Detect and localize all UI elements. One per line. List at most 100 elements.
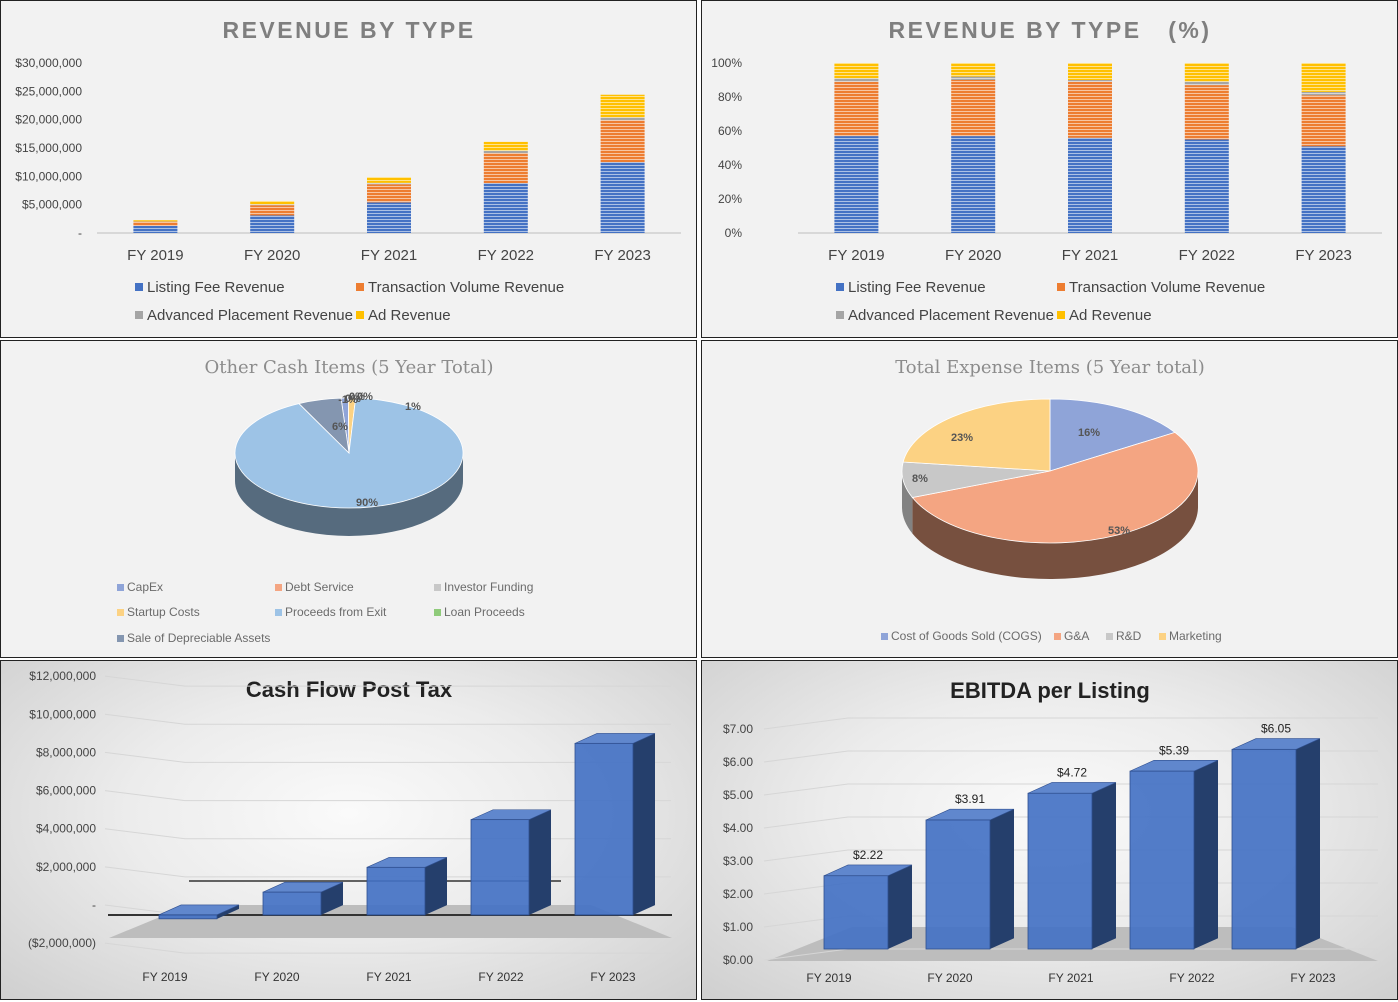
- x-tick-label: FY 2020: [927, 971, 972, 985]
- bar-segment: [600, 94, 645, 118]
- bar-front: [1231, 748, 1297, 950]
- gridline: [104, 713, 671, 725]
- bar-front: [1027, 792, 1093, 950]
- legend-swatch: [356, 311, 364, 319]
- bar-side: [1092, 782, 1116, 949]
- ebitda-per-listing-chart: EBITDA per Listing $0.00 $1.00 $2.00 $3.00 $…: [701, 660, 1398, 1000]
- bar-side: [321, 882, 343, 915]
- y-tick-label: $10,000,000: [29, 707, 96, 721]
- bar-front: [1129, 770, 1195, 950]
- bar-segment: [250, 205, 295, 216]
- pie-data-label: 23%: [951, 432, 973, 444]
- bar-segment: [483, 153, 528, 184]
- bar-front: [158, 914, 218, 920]
- bar-segment: [1068, 63, 1112, 80]
- y-tick-label: 60%: [718, 124, 742, 138]
- legend-swatch: [117, 584, 124, 591]
- pie-data-label: 0%: [349, 391, 365, 403]
- x-tick-label: FY 2022: [478, 247, 534, 264]
- y-tick-label: $5,000,000: [22, 198, 82, 212]
- bar-segment: [483, 141, 528, 151]
- bar-segment: [1301, 91, 1346, 96]
- bar-data-label: $2.22: [853, 848, 883, 862]
- bar-segment: [834, 78, 879, 82]
- x-tick-label: FY 2023: [590, 970, 635, 984]
- y-tick-label: $25,000,000: [15, 84, 82, 98]
- bar-segment: [1301, 95, 1346, 147]
- legend-label: CapEx: [127, 580, 163, 594]
- pie-slice: [298, 397, 350, 455]
- total-expense-items-chart: Total Expense Items (5 Year total) 16% 53…: [701, 340, 1398, 658]
- bar-segment: [367, 184, 411, 203]
- legend-label: Sale of Depreciable Assets: [127, 631, 270, 645]
- bar-segment: [834, 63, 879, 79]
- revenue-by-type-percent-svg: REVENUE BY TYPE (%) 0% 20% 40% 60% 80% 100% FY…: [711, 17, 1382, 324]
- legend-swatch: [881, 633, 888, 640]
- bar-side: [1194, 760, 1218, 949]
- bar-data-label: $3.91: [955, 792, 985, 806]
- chart-title: Total Expense Items (5 Year total): [895, 357, 1205, 378]
- x-tick-label: FY 2020: [945, 247, 1001, 264]
- legend-swatch: [1106, 633, 1113, 640]
- bar-data-label: $6.05: [1261, 722, 1291, 736]
- legend-label: Marketing: [1169, 629, 1222, 643]
- x-tick-label: FY 2022: [1169, 971, 1214, 985]
- legend-swatch: [1057, 283, 1065, 291]
- y-tick-label: $0.00: [723, 953, 753, 967]
- x-tick-label: FY 2020: [254, 970, 299, 984]
- y-tick-label: ($2,000,000): [28, 936, 96, 950]
- bar-segment: [834, 136, 879, 233]
- pie-side: [235, 453, 463, 536]
- x-tick-label: FY 2021: [361, 247, 417, 264]
- pie-slice: [902, 398, 1051, 472]
- y-tick-label: $6.00: [723, 755, 753, 769]
- pie-data-label: -1%: [338, 394, 358, 406]
- gridline: [104, 790, 671, 802]
- bar-segment: [1301, 146, 1346, 233]
- legend-label: Advanced Placement Revenue: [147, 307, 353, 324]
- bar-front: [574, 742, 634, 916]
- legend-swatch: [135, 311, 143, 319]
- x-tick-label: FY 2021: [1048, 971, 1093, 985]
- legend-label: Startup Costs: [127, 605, 200, 619]
- revenue-by-type-chart: REVENUE BY TYPE - $5,000,000 $10,000,000 $1…: [0, 0, 697, 338]
- gridline: [104, 751, 671, 763]
- y-tick-label: $12,000,000: [29, 669, 96, 683]
- pie-data-label: 0%: [345, 393, 361, 405]
- ebitda-per-listing-svg: EBITDA per Listing $0.00 $1.00 $2.00 $3.00 $…: [723, 678, 1378, 985]
- bar-segment: [834, 81, 879, 137]
- y-tick-label: $7.00: [723, 722, 753, 736]
- x-tick-label: FY 2022: [1179, 247, 1235, 264]
- legend-label: Ad Revenue: [368, 307, 451, 324]
- legend-swatch: [1054, 633, 1061, 640]
- y-tick-label: $6,000,000: [36, 784, 96, 798]
- x-tick-label: FY 2021: [1062, 247, 1118, 264]
- legend-swatch: [135, 283, 143, 291]
- bar-segment: [250, 204, 295, 206]
- other-cash-items-svg: Other Cash Items (5 Year Total) -1%0%0% 1…: [117, 357, 533, 645]
- bar-side: [217, 904, 239, 919]
- y-tick-label: $20,000,000: [15, 113, 82, 127]
- legend-swatch: [836, 283, 844, 291]
- y-tick-label: 100%: [711, 56, 742, 70]
- bar-segment: [367, 182, 411, 185]
- bar-segment: [951, 63, 996, 77]
- y-tick-label: 40%: [718, 158, 742, 172]
- bar-segment: [1301, 63, 1346, 92]
- legend-swatch: [275, 609, 282, 616]
- bar-side: [1296, 738, 1320, 949]
- x-tick-label: FY 2019: [127, 247, 183, 264]
- bar-segment: [250, 200, 295, 205]
- legend-label: Transaction Volume Revenue: [1069, 279, 1265, 296]
- x-tick-label: FY 2023: [1290, 971, 1335, 985]
- pie-data-label: 90%: [356, 497, 378, 509]
- y-tick-label: $2.00: [723, 887, 753, 901]
- gridline: [763, 717, 1378, 730]
- pie-side: [902, 471, 913, 534]
- legend-label: Cost of Goods Sold (COGS): [891, 629, 1042, 643]
- pie-data-label: 1%: [405, 401, 421, 413]
- bar-segment: [600, 120, 645, 163]
- x-tick-label: FY 2019: [806, 971, 851, 985]
- y-tick-label: 20%: [718, 192, 742, 206]
- y-tick-label: $15,000,000: [15, 141, 82, 155]
